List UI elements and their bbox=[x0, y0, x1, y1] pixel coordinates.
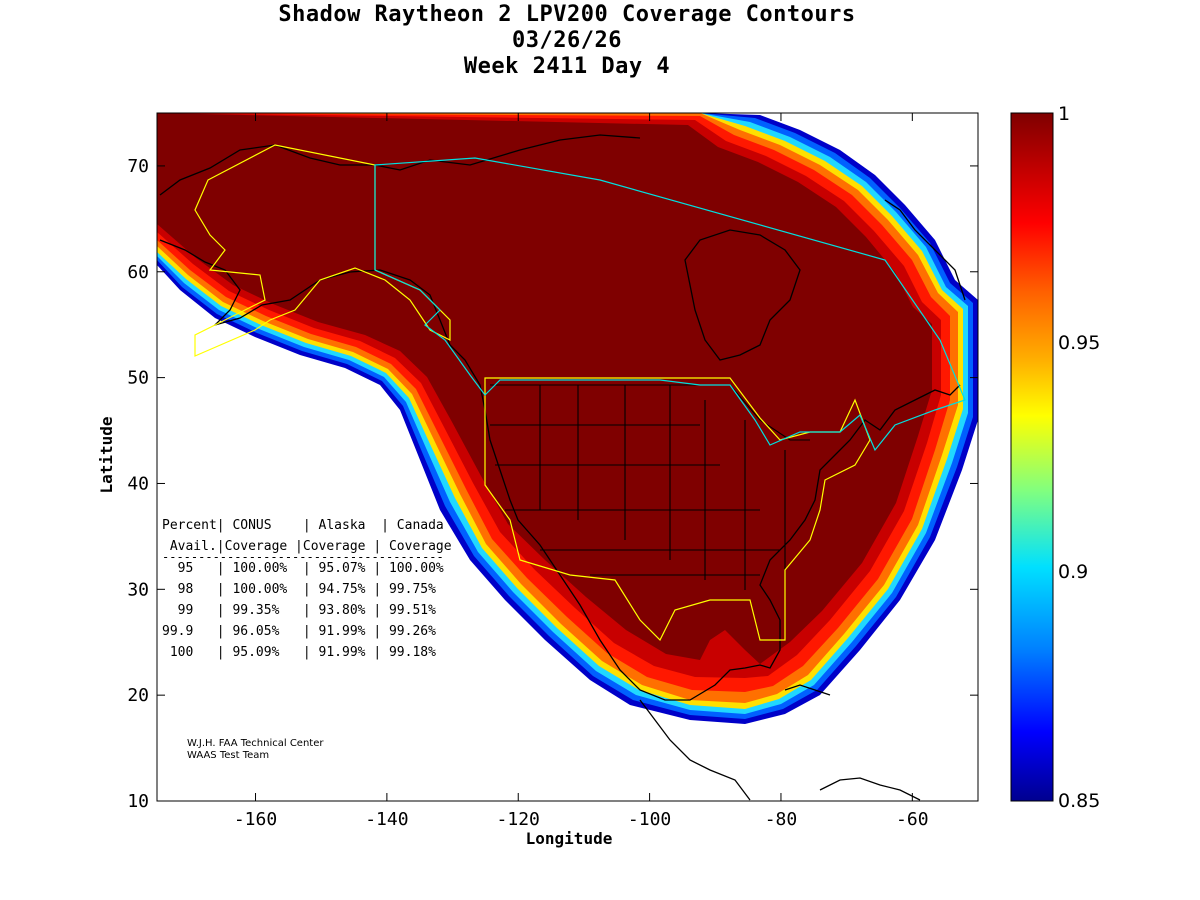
chart-title: Shadow Raytheon 2 LPV200 Coverage Contou… bbox=[278, 2, 856, 27]
coverage-table-header2: Avail.|Coverage |Coverage | Coverage bbox=[162, 539, 452, 554]
coverage-table-row: 98 | 100.00% | 94.75% | 99.75% bbox=[162, 582, 436, 597]
colorbar bbox=[1010, 112, 1054, 802]
band-full bbox=[157, 113, 932, 664]
coverage-table-row: 100 | 95.09% | 91.99% | 99.18% bbox=[162, 645, 436, 660]
y-tick-label: 40 bbox=[127, 473, 149, 494]
coverage-table-separator: --------------------------------------- bbox=[162, 550, 444, 564]
x-tick-label: -140 bbox=[365, 809, 408, 830]
chart-week-day: Week 2411 Day 4 bbox=[463, 54, 671, 79]
colorbar-tick-label: 0.95 bbox=[1058, 332, 1101, 354]
y-tick-label: 20 bbox=[127, 685, 149, 706]
x-tick-label: -60 bbox=[896, 809, 929, 830]
y-axis: 10 20 30 40 50 60 70 bbox=[127, 156, 978, 812]
colorbar-tick-label: 1 bbox=[1058, 103, 1071, 125]
colorbar-tick-label: 0.85 bbox=[1058, 790, 1101, 812]
chart-date: 03/26/26 bbox=[512, 28, 622, 53]
x-axis-label: Longitude bbox=[526, 829, 613, 848]
x-tick-label: -160 bbox=[234, 809, 277, 830]
x-tick-label: -100 bbox=[628, 809, 671, 830]
x-axis: -160 -140 -120 -100 -80 -60 bbox=[234, 113, 929, 830]
colorbar-tick-label: 0.9 bbox=[1058, 561, 1089, 583]
y-tick-label: 70 bbox=[127, 156, 149, 177]
y-tick-label: 30 bbox=[127, 579, 149, 600]
y-tick-label: 50 bbox=[127, 368, 149, 389]
credit-line: W.J.H. FAA Technical Center bbox=[187, 738, 324, 749]
y-axis-label: Latitude bbox=[97, 416, 116, 493]
coverage-table-header1: Percent| CONUS | Alaska | Canada bbox=[162, 518, 444, 533]
coverage-table-row: 95 | 100.00% | 95.07% | 100.00% bbox=[162, 561, 444, 576]
coverage-table-row: 99.9 | 96.05% | 91.99% | 99.26% bbox=[162, 624, 436, 639]
credit-line: WAAS Test Team bbox=[187, 750, 270, 761]
service-volumes bbox=[194, 144, 966, 642]
us-states bbox=[490, 384, 810, 590]
x-tick-label: -80 bbox=[765, 809, 798, 830]
coverage-table-row: 99 | 99.35% | 93.80% | 99.51% bbox=[162, 603, 436, 618]
y-tick-label: 10 bbox=[127, 791, 149, 812]
plot-frame bbox=[156, 112, 979, 802]
y-tick-label: 60 bbox=[127, 262, 149, 283]
x-tick-label: -120 bbox=[497, 809, 540, 830]
